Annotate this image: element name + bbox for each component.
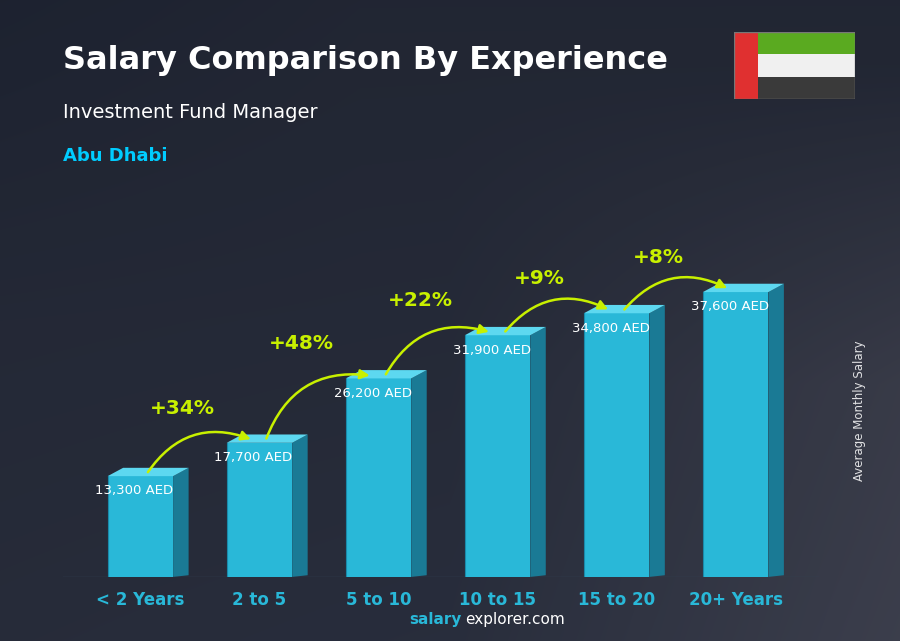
Text: +48%: +48% (268, 335, 334, 353)
Text: salary: salary (410, 612, 462, 627)
Polygon shape (108, 468, 189, 476)
Bar (227, 443, 292, 577)
Text: Salary Comparison By Experience: Salary Comparison By Experience (63, 45, 668, 76)
Bar (734, 32, 758, 99)
Polygon shape (346, 370, 427, 378)
Polygon shape (227, 435, 308, 443)
Polygon shape (411, 370, 427, 577)
Bar (346, 378, 411, 577)
Polygon shape (769, 284, 784, 577)
Bar (758, 77, 855, 99)
Polygon shape (584, 305, 665, 313)
Polygon shape (703, 284, 784, 292)
Polygon shape (530, 327, 545, 577)
Text: +22%: +22% (388, 291, 453, 310)
Text: +8%: +8% (633, 248, 684, 267)
Text: 17,700 AED: 17,700 AED (214, 451, 292, 464)
Polygon shape (292, 435, 308, 577)
Polygon shape (173, 468, 189, 577)
Text: explorer.com: explorer.com (465, 612, 565, 627)
Text: 37,600 AED: 37,600 AED (690, 301, 769, 313)
Bar (464, 335, 530, 577)
Bar (758, 54, 855, 77)
Polygon shape (649, 305, 665, 577)
Text: +34%: +34% (149, 399, 214, 418)
Bar (703, 292, 769, 577)
Text: 26,200 AED: 26,200 AED (334, 387, 411, 400)
Bar (758, 32, 855, 54)
Bar (108, 476, 173, 577)
Text: Abu Dhabi: Abu Dhabi (63, 147, 167, 165)
Text: 13,300 AED: 13,300 AED (95, 485, 174, 497)
Text: Investment Fund Manager: Investment Fund Manager (63, 103, 318, 122)
Bar (584, 313, 649, 577)
Polygon shape (464, 327, 545, 335)
Text: 31,900 AED: 31,900 AED (453, 344, 531, 356)
Text: Average Monthly Salary: Average Monthly Salary (853, 340, 866, 481)
Text: 34,800 AED: 34,800 AED (572, 322, 650, 335)
Text: +9%: +9% (514, 269, 564, 288)
